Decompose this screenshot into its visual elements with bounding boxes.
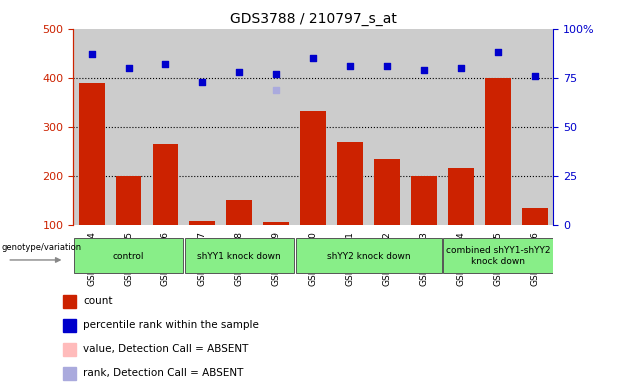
- Point: [160, 61, 170, 67]
- Bar: [522, 207, 548, 225]
- Bar: [485, 78, 511, 225]
- Point: [530, 73, 540, 79]
- Bar: [226, 200, 252, 225]
- Point: [308, 55, 319, 61]
- Bar: [332, 29, 369, 225]
- Text: percentile rank within the sample: percentile rank within the sample: [83, 320, 259, 331]
- Point: [456, 65, 466, 71]
- Text: shYY1 knock down: shYY1 knock down: [198, 252, 281, 261]
- Bar: [184, 29, 221, 225]
- Text: shYY2 knock down: shYY2 knock down: [327, 252, 410, 261]
- Point: [197, 79, 207, 85]
- Text: value, Detection Call = ABSENT: value, Detection Call = ABSENT: [83, 344, 249, 354]
- Point: [234, 69, 244, 75]
- Bar: [374, 159, 400, 225]
- Bar: [63, 295, 76, 308]
- Bar: [147, 29, 184, 225]
- Bar: [443, 238, 553, 273]
- Bar: [116, 176, 141, 225]
- Bar: [63, 367, 76, 380]
- Text: count: count: [83, 296, 113, 306]
- Text: control: control: [113, 252, 144, 261]
- Point: [345, 63, 356, 69]
- Bar: [73, 29, 110, 225]
- Bar: [406, 29, 443, 225]
- Point: [382, 63, 392, 69]
- Bar: [221, 29, 258, 225]
- Bar: [153, 144, 179, 225]
- Bar: [63, 319, 76, 332]
- Text: rank, Detection Call = ABSENT: rank, Detection Call = ABSENT: [83, 368, 244, 379]
- Bar: [258, 29, 294, 225]
- Text: combined shYY1-shYY2
knock down: combined shYY1-shYY2 knock down: [446, 247, 550, 266]
- Bar: [63, 343, 76, 356]
- Bar: [296, 238, 442, 273]
- Bar: [480, 29, 516, 225]
- Bar: [190, 221, 216, 225]
- Bar: [443, 29, 480, 225]
- Bar: [516, 29, 553, 225]
- Bar: [74, 238, 183, 273]
- Bar: [184, 238, 294, 273]
- Bar: [79, 83, 104, 225]
- Bar: [294, 29, 332, 225]
- Bar: [300, 111, 326, 225]
- Title: GDS3788 / 210797_s_at: GDS3788 / 210797_s_at: [230, 12, 397, 26]
- Bar: [110, 29, 147, 225]
- Bar: [411, 176, 437, 225]
- Bar: [337, 142, 363, 225]
- Bar: [369, 29, 406, 225]
- Point: [86, 51, 97, 57]
- Bar: [448, 168, 474, 225]
- Point: [419, 67, 429, 73]
- Point: [493, 49, 503, 55]
- Point: [271, 71, 281, 77]
- Point: [271, 86, 281, 93]
- Text: genotype/variation: genotype/variation: [1, 243, 81, 252]
- Bar: [263, 222, 289, 225]
- Point: [123, 65, 134, 71]
